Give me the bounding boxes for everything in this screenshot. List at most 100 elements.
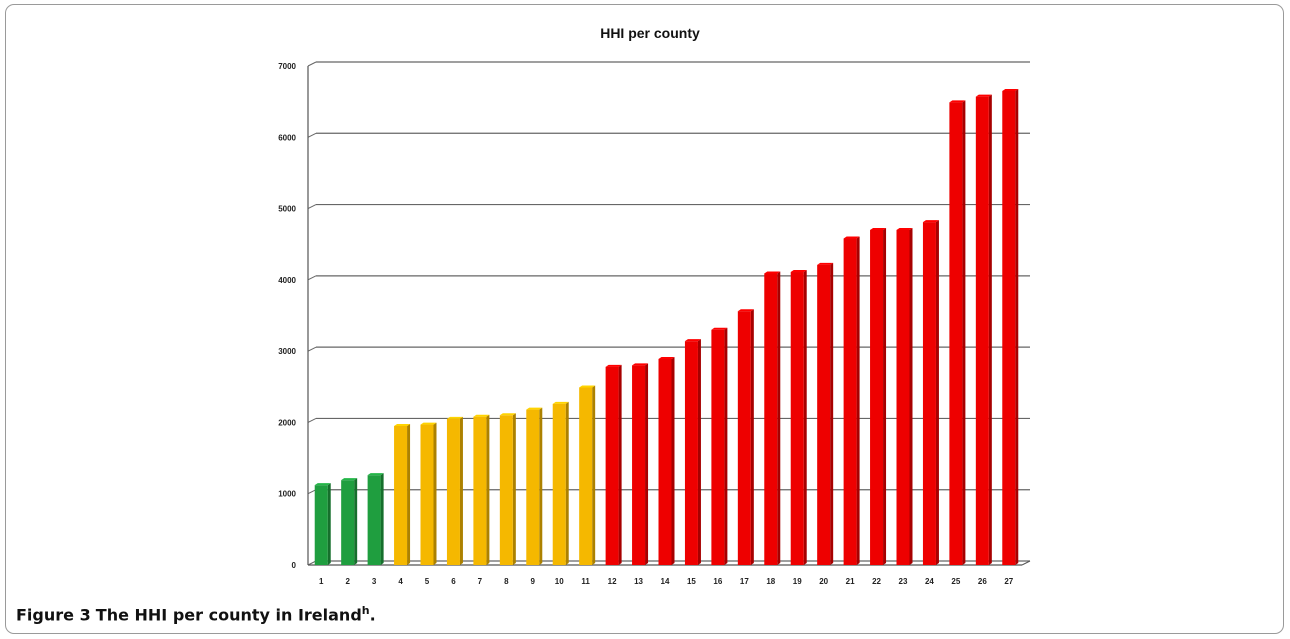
x-tick-label: 10	[555, 577, 564, 586]
bar	[632, 363, 649, 565]
bar-top	[499, 413, 516, 416]
bar-front	[817, 264, 831, 565]
x-tick-label: 21	[846, 577, 855, 586]
bar-front	[764, 273, 778, 565]
x-tick-label: 22	[872, 577, 881, 586]
bar-side	[565, 401, 569, 565]
figure-caption: Figure 3 The HHI per county in Irelandh.	[16, 604, 376, 624]
x-tick-label: 4	[398, 577, 403, 586]
chart-title: HHI per county	[600, 25, 700, 41]
gridline-depth	[307, 560, 317, 566]
bar	[473, 414, 490, 565]
x-tick-labels: 1 2 3 4 5 6 7 8 9 10 11 12 13 14 15 16 17 18 19 20 21 22 23 24 2…	[319, 577, 1014, 586]
bar-top	[1002, 88, 1019, 91]
bar-top	[817, 262, 834, 265]
bar-side	[512, 413, 516, 565]
bar-side	[724, 327, 728, 565]
bar	[764, 271, 781, 565]
gridline-depth	[307, 417, 317, 423]
x-axis-depth	[1021, 560, 1031, 566]
bar-side	[433, 422, 437, 565]
bar-front	[922, 222, 936, 565]
x-tick-label: 14	[661, 577, 670, 586]
bar-side	[486, 414, 490, 565]
x-tick-label: 20	[819, 577, 828, 586]
bar-side	[645, 363, 649, 565]
caption-end: .	[369, 605, 376, 625]
bar-side	[803, 270, 807, 565]
bar-side	[354, 478, 358, 565]
bar	[1002, 88, 1019, 565]
x-tick-label: 5	[425, 577, 430, 586]
bar-front	[684, 341, 698, 565]
bar-top	[394, 423, 411, 426]
bar-side	[1015, 88, 1019, 565]
y-tick-label: 0	[292, 561, 297, 570]
bar	[790, 270, 807, 565]
bar	[367, 473, 384, 565]
bar-front	[1002, 90, 1016, 565]
bar-front	[394, 425, 408, 565]
y-tick-label: 6000	[278, 133, 296, 142]
bar-side	[380, 473, 384, 565]
bar-top	[605, 364, 622, 367]
bar	[499, 413, 516, 565]
bar-front	[975, 96, 989, 565]
gridline-depth	[307, 489, 317, 495]
chart: HHI per county 0 1000 2000 3000 4000 5000 6000…	[278, 25, 1031, 586]
x-tick-label: 26	[978, 577, 987, 586]
bar-top	[314, 483, 331, 486]
bar-top	[764, 271, 781, 274]
x-tick-label: 25	[951, 577, 960, 586]
bar-side	[671, 356, 675, 565]
bar-side	[327, 483, 331, 565]
bar	[684, 339, 701, 565]
x-tick-label: 15	[687, 577, 696, 586]
bar	[870, 227, 887, 565]
bar-top	[658, 356, 675, 359]
y-tick-label: 7000	[278, 62, 296, 71]
bar-top	[711, 327, 728, 330]
bar	[658, 356, 675, 565]
bar-front	[446, 418, 460, 565]
bar-top	[870, 227, 887, 230]
y-tick-label: 4000	[278, 276, 296, 285]
bar-front	[632, 365, 646, 565]
bar-top	[473, 414, 490, 417]
bar-side	[592, 385, 596, 565]
bar-top	[975, 94, 992, 97]
bar-front	[949, 102, 963, 565]
bar-top	[896, 227, 913, 230]
bar-top	[737, 309, 754, 312]
bar	[341, 478, 358, 565]
bar-top	[684, 339, 701, 342]
bar-side	[830, 262, 834, 565]
bar-front	[790, 272, 804, 565]
bar-top	[367, 473, 384, 476]
bar-front	[896, 229, 910, 565]
x-tick-label: 12	[608, 577, 617, 586]
bar-side	[539, 407, 543, 565]
bar-top	[526, 407, 543, 410]
x-tick-label: 2	[345, 577, 350, 586]
x-tick-label: 6	[451, 577, 456, 586]
gridline-depth	[307, 346, 317, 352]
bar-side	[777, 271, 781, 565]
bar	[394, 423, 411, 565]
bar-top	[790, 270, 807, 273]
bar-side	[750, 309, 754, 565]
bar-side	[856, 236, 860, 566]
x-tick-label: 17	[740, 577, 749, 586]
bar	[975, 94, 992, 565]
bar-top	[579, 385, 596, 388]
bar-front	[711, 329, 725, 565]
bar-front	[420, 424, 434, 565]
bar	[896, 227, 913, 565]
bar-side	[618, 364, 622, 565]
bar-front	[526, 409, 540, 565]
bar-top	[420, 422, 437, 425]
bar	[579, 385, 596, 565]
bar-front	[499, 415, 513, 565]
bar-front	[579, 387, 593, 565]
bar-side	[459, 416, 463, 565]
